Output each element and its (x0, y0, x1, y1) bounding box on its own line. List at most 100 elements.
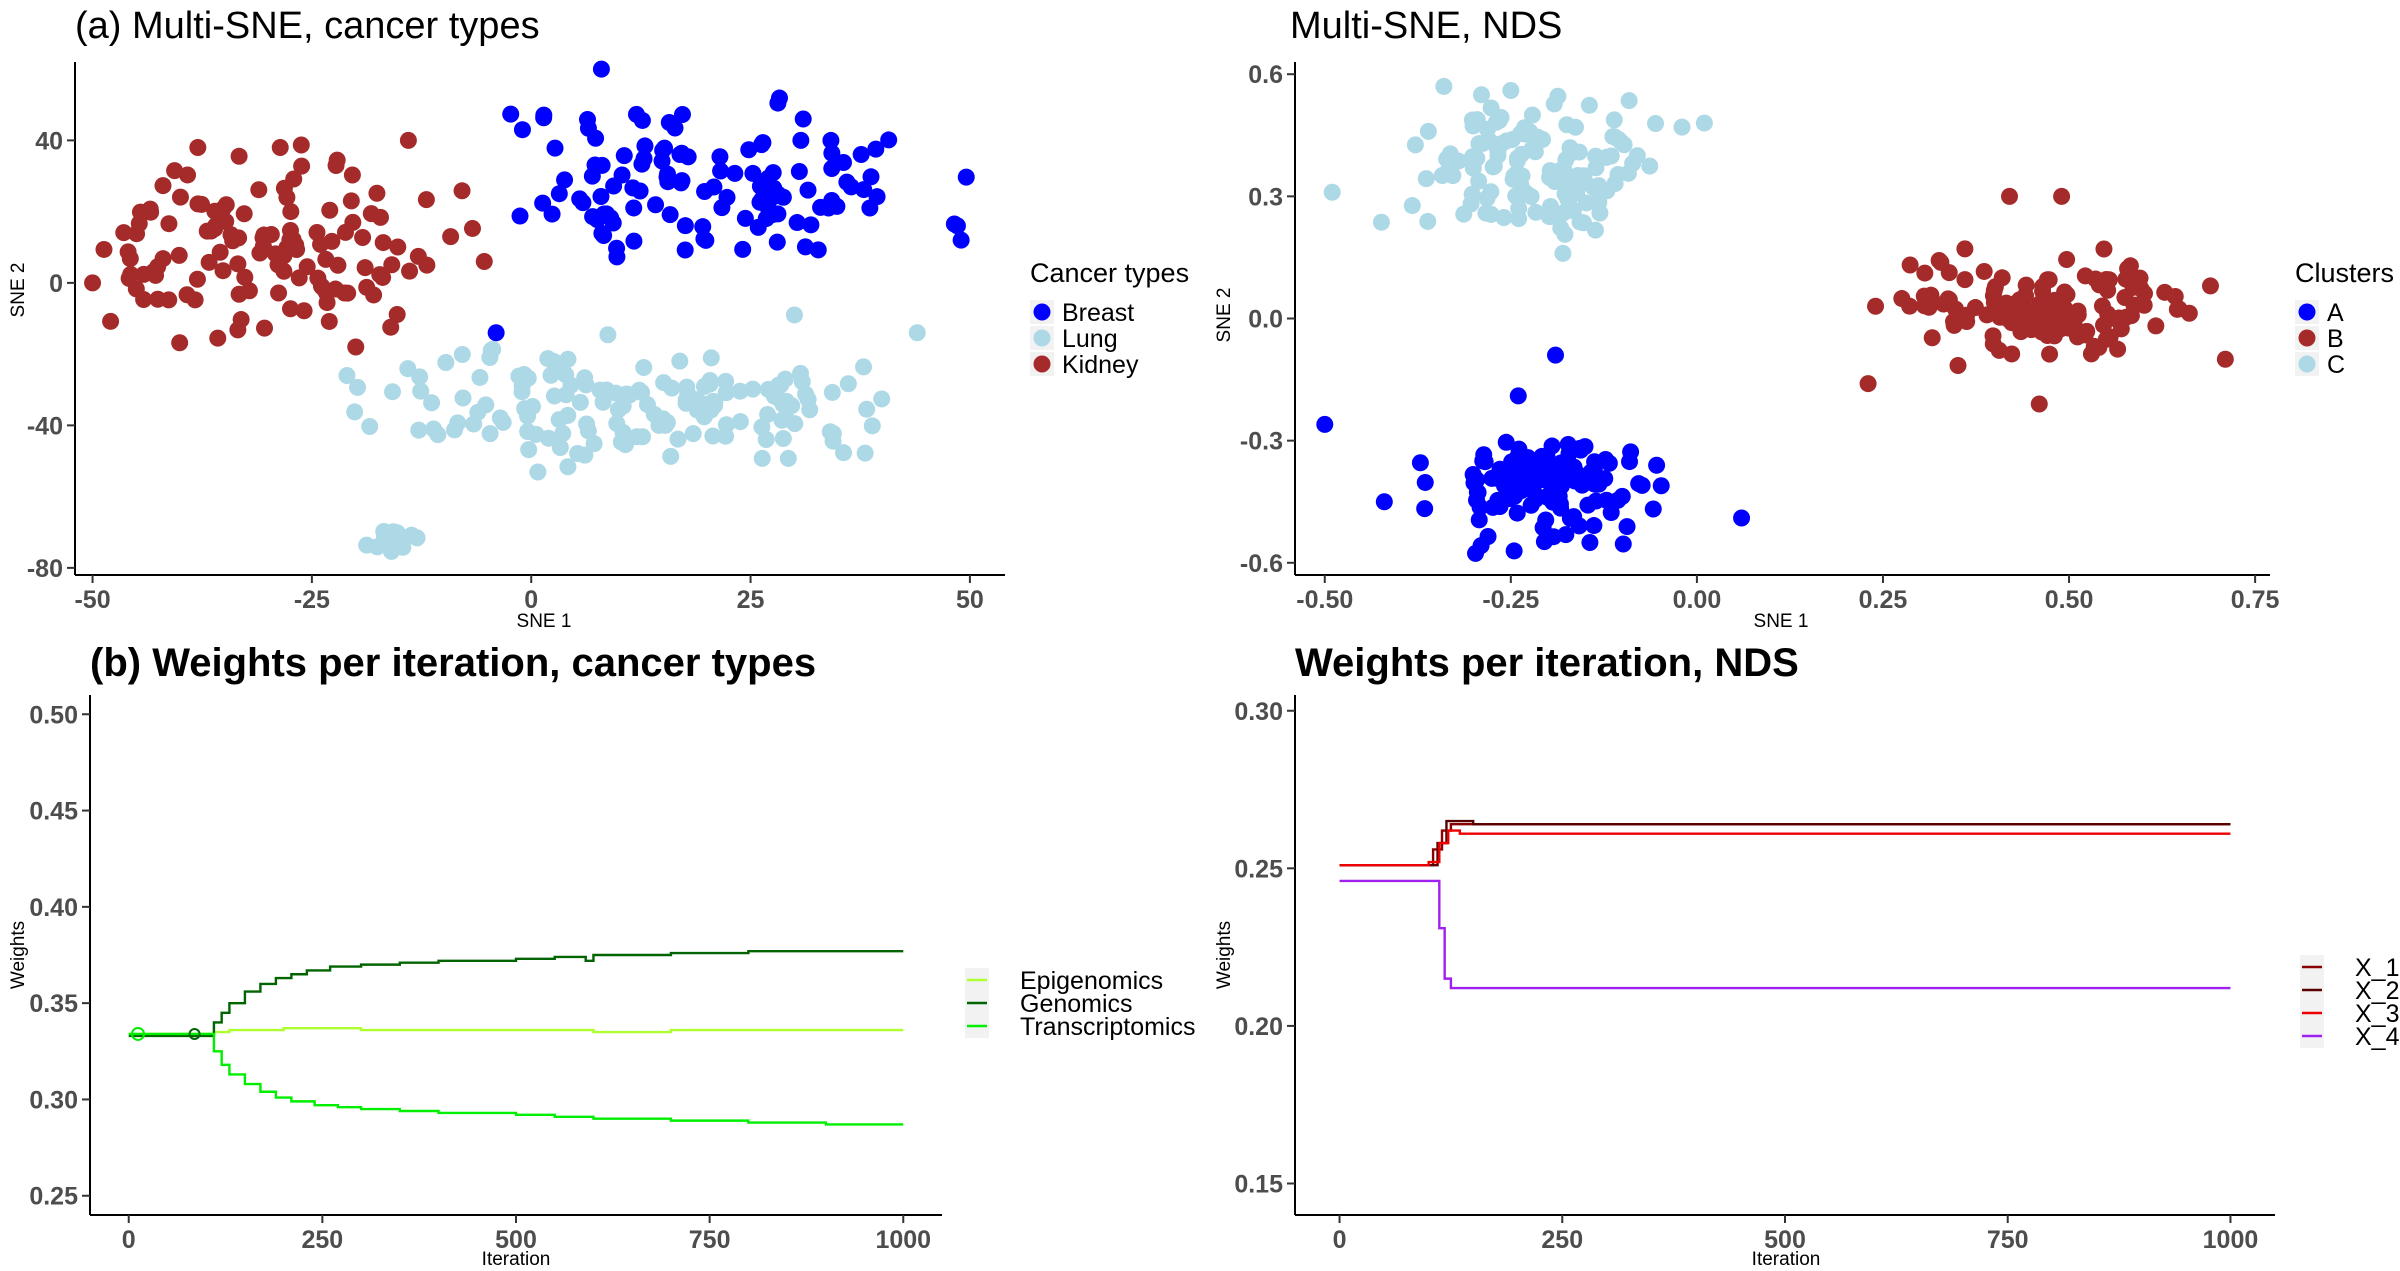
data-point-lung (717, 416, 735, 434)
series-line-x_3 (1339, 829, 2231, 867)
y-tick-label: 0.6 (1248, 61, 1283, 89)
data-point-kidney (229, 255, 247, 273)
data-point-c (1568, 184, 1586, 202)
data-point-lung (465, 415, 483, 433)
data-point-kidney (281, 300, 299, 318)
data-point-lung (645, 405, 663, 423)
data-point-c (1575, 214, 1593, 232)
data-point-lung (801, 401, 819, 419)
data-point-lung (635, 359, 653, 377)
data-point-kidney (442, 228, 460, 246)
data-point-kidney (122, 265, 140, 283)
data-point-kidney (318, 294, 336, 312)
data-point-b (2180, 304, 2198, 322)
data-point-b (1915, 297, 1933, 315)
data-point-b (1966, 299, 1984, 317)
y-tick-label: 0.30 (29, 1086, 78, 1114)
data-point-kidney (295, 302, 313, 320)
data-point-breast (574, 194, 592, 212)
data-point-kidney (251, 244, 269, 262)
y-tick-label: 0.3 (1248, 183, 1283, 211)
data-point-lung (399, 360, 417, 378)
data-point-lung (554, 424, 572, 442)
data-point-b (2007, 294, 2025, 312)
data-point-lung (873, 390, 891, 408)
data-point-kidney (255, 226, 273, 244)
y-tick-label: 0.15 (1234, 1170, 1283, 1198)
data-point-b (1984, 327, 2002, 345)
data-point-a (1573, 476, 1591, 494)
data-point-breast (660, 113, 678, 131)
data-point-c (1477, 204, 1495, 222)
data-point-lung (783, 397, 801, 415)
data-point-lung (773, 411, 791, 429)
data-point-a (1537, 511, 1555, 529)
series-line-x_4 (1339, 879, 2231, 990)
data-point-kidney (354, 228, 372, 246)
data-point-a (1468, 483, 1486, 501)
y-axis-label: Weights (8, 921, 29, 989)
data-point-kidney (209, 329, 227, 347)
data-point-b (1923, 329, 1941, 347)
data-point-a (1582, 463, 1600, 481)
legend-key-point (2298, 329, 2316, 347)
data-point-lung (410, 421, 428, 439)
data-point-kidney (179, 166, 197, 184)
data-point-lung (529, 463, 547, 481)
data-point-b (2135, 296, 2153, 314)
data-point-b (2003, 314, 2021, 332)
data-point-lung (785, 306, 803, 324)
data-point-lung (383, 383, 401, 401)
data-point-kidney (160, 291, 178, 309)
data-point-lung (349, 378, 367, 396)
data-point-lung (539, 429, 557, 447)
data-point-a (1622, 443, 1640, 461)
data-point-lung (437, 353, 455, 371)
data-point-breast (880, 131, 898, 149)
data-point-a (1522, 457, 1540, 475)
data-point-lung (677, 391, 695, 409)
data-point-breast (736, 209, 754, 227)
y-tick-label: 0.0 (1248, 306, 1283, 334)
data-point-kidney (275, 247, 293, 265)
data-point-breast (695, 230, 713, 248)
chart-title: (a) Multi-SNE, cancer types (75, 5, 540, 47)
data-point-kidney (312, 235, 330, 253)
data-point-lung (375, 523, 393, 541)
data-point-breast (809, 241, 827, 259)
data-point-b (2095, 240, 2113, 258)
line-panel-nds: Weights per iteration, NDS Iteration Wei… (1214, 641, 2400, 1270)
data-point-kidney (356, 259, 374, 277)
legend-label: Epigenomics (1020, 967, 1163, 995)
y-tick-label: -40 (27, 412, 63, 440)
data-point-a (1546, 346, 1564, 364)
data-point-b (2041, 345, 2059, 363)
data-point-kidney (95, 240, 113, 258)
data-point-breast (592, 60, 610, 78)
data-point-kidney (128, 225, 146, 243)
data-point-lung (559, 406, 577, 424)
data-point-kidney (343, 166, 361, 184)
data-point-breast (676, 241, 694, 259)
x-tick-label: 0 (524, 586, 538, 614)
data-point-breast (487, 324, 505, 342)
series-line-genomics (128, 949, 904, 1038)
data-point-kidney (321, 201, 339, 219)
data-point-c (1406, 136, 1424, 154)
data-point-c (1523, 106, 1541, 124)
legend-label: X_1 (2355, 954, 2399, 982)
data-point-b (2040, 271, 2058, 289)
data-point-c (1695, 114, 1713, 132)
data-point-kidney (271, 138, 289, 156)
data-point-breast (592, 188, 610, 206)
data-point-kidney (389, 238, 407, 256)
data-point-breast (625, 199, 643, 217)
data-point-b (2109, 340, 2127, 358)
data-point-b (2117, 308, 2135, 326)
x-tick-label: 0.25 (1859, 586, 1908, 614)
data-point-breast (794, 110, 812, 128)
data-point-breast (608, 239, 626, 257)
data-point-lung (701, 372, 719, 390)
data-point-kidney (342, 192, 360, 210)
data-point-a (1522, 496, 1540, 514)
